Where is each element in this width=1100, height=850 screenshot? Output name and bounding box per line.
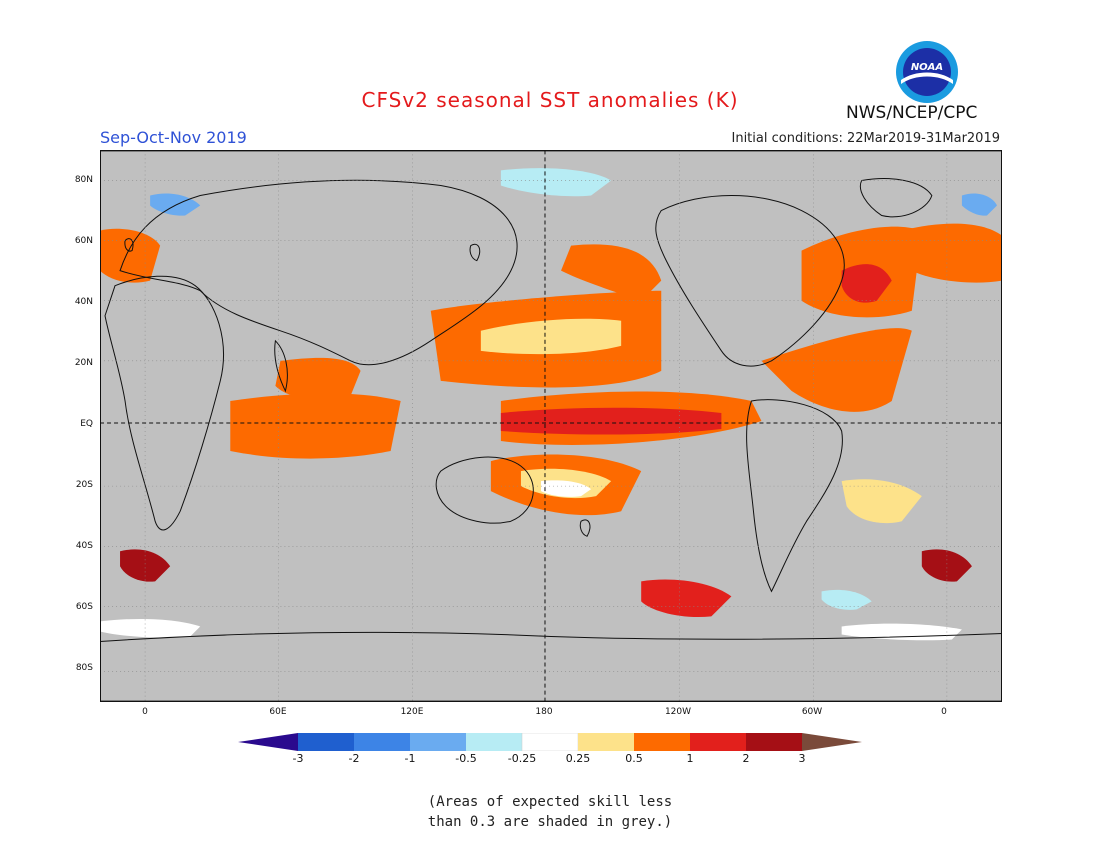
lon-label: 0 bbox=[142, 707, 148, 717]
colorbar-segment bbox=[578, 733, 634, 751]
svg-text:NOAA: NOAA bbox=[911, 62, 943, 73]
lat-label: 20N bbox=[74, 358, 93, 368]
colorbar-tick-label: -2 bbox=[348, 752, 360, 765]
lat-label: 40S bbox=[75, 541, 93, 551]
colorbar-tick-label: 0.5 bbox=[625, 752, 643, 765]
organization-label: NWS/NCEP/CPC bbox=[846, 103, 978, 123]
lon-label: 60E bbox=[269, 707, 287, 717]
colorbar-tick-label: 0.25 bbox=[565, 752, 591, 765]
colorbar-tick-label: 3 bbox=[798, 752, 806, 765]
initial-conditions-label: Initial conditions: 22Mar2019-31Mar2019 bbox=[731, 131, 1001, 146]
lat-label: 60N bbox=[74, 236, 93, 246]
lat-label: EQ bbox=[80, 419, 93, 429]
skill-note-line: than 0.3 are shaded in grey.) bbox=[427, 814, 673, 830]
coastlines bbox=[100, 178, 1002, 642]
colorbar-segment bbox=[410, 733, 466, 751]
skill-note-line: (Areas of expected skill less bbox=[427, 794, 673, 810]
colorbar-tick-label: 1 bbox=[686, 752, 694, 765]
skill-note: (Areas of expected skill less than 0.3 a… bbox=[0, 792, 1100, 832]
colorbar-tick-label: -0.5 bbox=[455, 752, 477, 765]
colorbar-segment bbox=[354, 733, 410, 751]
lat-label: 80N bbox=[74, 175, 93, 185]
lon-label: 120E bbox=[400, 707, 424, 717]
lon-label: 120W bbox=[664, 707, 692, 717]
colorbar-tick-label: -1 bbox=[404, 752, 416, 765]
sst-anomaly-map bbox=[100, 150, 1002, 702]
anomaly-shading bbox=[100, 168, 1002, 641]
colorbar-segment bbox=[521, 733, 579, 751]
noaa-logo: NOAA bbox=[895, 40, 959, 108]
lat-label: 80S bbox=[75, 663, 93, 673]
lon-label: 60W bbox=[801, 707, 823, 717]
colorbar-segment bbox=[298, 733, 354, 751]
colorbar-tick-label: -3 bbox=[292, 752, 304, 765]
colorbar bbox=[238, 733, 862, 751]
colorbar-tick-label: -0.25 bbox=[507, 752, 537, 765]
page-title: CFSv2 seasonal SST anomalies (K) bbox=[361, 88, 739, 112]
colorbar-segment bbox=[746, 733, 802, 751]
colorbar-segment bbox=[466, 733, 522, 751]
colorbar-segment bbox=[802, 733, 862, 751]
lon-label: 0 bbox=[941, 707, 947, 717]
lat-label: 20S bbox=[75, 480, 93, 490]
colorbar-tick-label: 2 bbox=[742, 752, 750, 765]
colorbar-segment bbox=[634, 733, 690, 751]
lon-label: 180 bbox=[535, 707, 553, 717]
lat-label: 40N bbox=[74, 297, 93, 307]
colorbar-segment bbox=[690, 733, 746, 751]
season-label: Sep-Oct-Nov 2019 bbox=[100, 128, 247, 147]
colorbar-segment bbox=[238, 733, 298, 751]
lat-label: 60S bbox=[75, 602, 93, 612]
